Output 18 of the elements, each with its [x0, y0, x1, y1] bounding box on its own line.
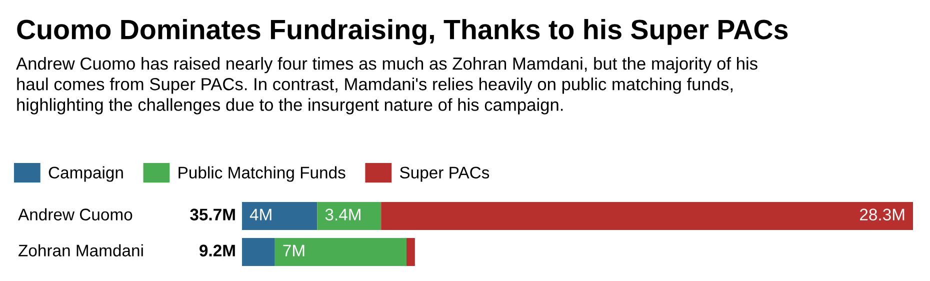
y-tick-label: Zohran Mamdani [18, 244, 143, 256]
chart-title: Cuomo Dominates Fundraising, Thanks to his Super PACs [17, 18, 788, 46]
data-label: 3.4M [325, 208, 360, 220]
data-label: 7M [283, 244, 304, 256]
legend-label: Super PACs [400, 166, 490, 182]
bar [242, 238, 275, 266]
bar [317, 202, 382, 230]
bar [406, 238, 415, 266]
bar [274, 238, 406, 266]
legend-label: Public Matching Funds [178, 166, 346, 182]
bar [242, 202, 318, 230]
y-tick-label: Andrew Cuomo [18, 208, 132, 220]
total-label: 35.7M [190, 208, 235, 220]
chart-subtitle: Andrew Cuomo has raised nearly four times as much as Zohran Mamdani, but the majority of his haul comes from Super PACs. In contrast, Mamdani's relies heavily on public matching funds, highlighting the challenges due to the insurgent nature of his campaign. [16, 57, 758, 114]
data-label: 28.3M [860, 208, 904, 220]
total-label: 9.2M [200, 244, 235, 256]
legend-label: Campaign [48, 166, 123, 182]
data-label: 4M [250, 208, 272, 220]
